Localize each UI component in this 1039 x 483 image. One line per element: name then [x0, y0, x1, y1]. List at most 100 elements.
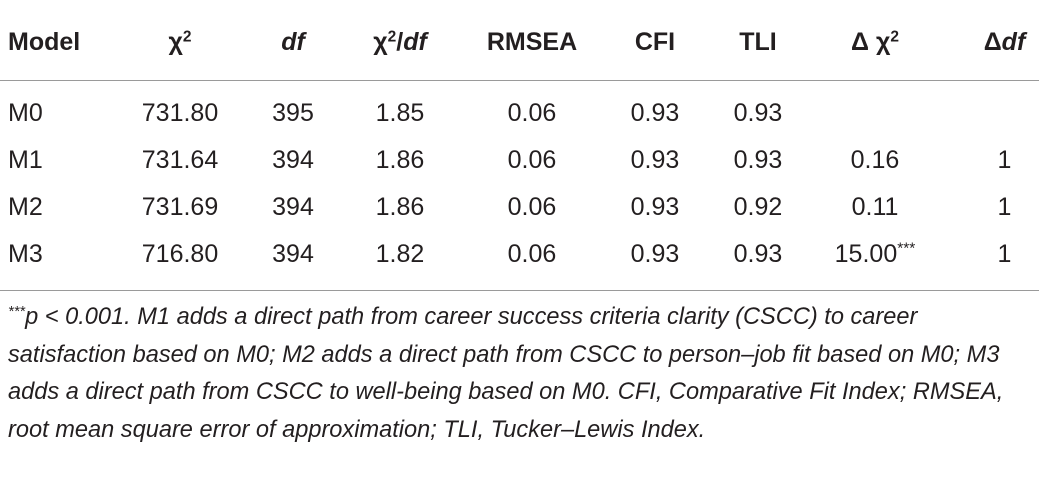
superscript: 2 — [182, 28, 192, 46]
cell-value: 1 — [997, 193, 1012, 221]
table-row: M0 731.80 395 1.85 0.06 0.93 0.93 — [0, 81, 1039, 129]
table-cell: 0.93 — [610, 128, 700, 175]
table-cell: 0.93 — [700, 222, 816, 291]
column-header: Δdf — [934, 0, 1039, 81]
cell-value: 731.80 — [141, 99, 219, 127]
cell-value: 394 — [272, 193, 314, 221]
results-table: Model χ2 df χ2/df RMSEA CFI TLI Δ χ2 Δdf M0 731.8… — [0, 0, 1039, 291]
superscript: 2 — [387, 28, 397, 46]
cell-value: 0.06 — [507, 193, 557, 221]
row-label: M3 — [0, 222, 120, 291]
cell-value: 0.06 — [507, 240, 557, 268]
cell-value: 0.93 — [733, 240, 783, 268]
cell-value: M2 — [8, 193, 43, 221]
table-cell: 1.86 — [346, 175, 454, 222]
table-cell: 731.64 — [120, 128, 240, 175]
column-header: χ2/df — [346, 0, 454, 81]
superscript: 2 — [890, 28, 899, 46]
cell-value: 731.69 — [141, 193, 219, 221]
text-segment: p < 0.001. M1 adds a direct path from ca… — [8, 304, 1004, 443]
cell-value: 0.11 — [851, 193, 899, 221]
text-segment: χ — [168, 28, 183, 56]
table-cell: 394 — [240, 128, 346, 175]
table-cell: 15.00*** — [816, 222, 934, 291]
table-cell: 731.80 — [120, 81, 240, 129]
significance-marker: *** — [897, 240, 916, 258]
cell-value: 0.92 — [733, 193, 783, 221]
cell-value: 1 — [997, 240, 1012, 268]
column-header: Δ χ2 — [816, 0, 934, 81]
text-segment: CFI — [634, 28, 676, 56]
cell-value: 395 — [272, 99, 314, 127]
table-cell: 716.80 — [120, 222, 240, 291]
row-label: M1 — [0, 128, 120, 175]
table-cell: 0.93 — [610, 222, 700, 291]
row-label: M0 — [0, 81, 120, 129]
cell-value: M0 — [8, 99, 43, 127]
column-header: Model — [0, 0, 120, 81]
header-row: Model χ2 df χ2/df RMSEA CFI TLI Δ χ2 Δdf — [0, 0, 1039, 81]
table-cell: 731.69 — [120, 175, 240, 222]
table-cell: 0.93 — [700, 81, 816, 129]
cell-value: M1 — [8, 146, 43, 174]
cell-value: 1.86 — [375, 193, 425, 221]
table-row: M1 731.64 394 1.86 0.06 0.93 0.93 0.16 1 — [0, 128, 1039, 175]
table-cell: 0.93 — [610, 81, 700, 129]
cell-value: 394 — [272, 146, 314, 174]
cell-value: 1.86 — [375, 146, 425, 174]
column-header: TLI — [700, 0, 816, 81]
table-cell: 394 — [240, 175, 346, 222]
text-segment: / — [396, 28, 404, 56]
table-cell: 1.85 — [346, 81, 454, 129]
text-segment: Δ — [983, 28, 1002, 56]
cell-value: 0.93 — [630, 146, 680, 174]
table-cell: 394 — [240, 222, 346, 291]
text-segment: df — [403, 28, 427, 56]
cell-value: 394 — [272, 240, 314, 268]
cell-value: 15.00 — [834, 240, 898, 268]
cell-value: M3 — [8, 240, 43, 268]
cell-value: 1.82 — [375, 240, 425, 268]
column-header: df — [240, 0, 346, 81]
cell-value: 731.64 — [141, 146, 219, 174]
table-cell: 1.82 — [346, 222, 454, 291]
text-segment: df — [1001, 28, 1026, 56]
text-segment: Model — [8, 28, 81, 56]
table-cell — [934, 81, 1039, 129]
cell-value: 0.06 — [507, 146, 557, 174]
table-cell: 0.06 — [454, 175, 610, 222]
cell-value: 0.93 — [733, 146, 783, 174]
column-header: χ2 — [120, 0, 240, 81]
table-cell: 1.86 — [346, 128, 454, 175]
cell-value: 0.93 — [630, 193, 680, 221]
text-segment: Δ χ — [851, 28, 891, 56]
cell-value: 0.93 — [630, 240, 680, 268]
table-cell: 0.11 — [816, 175, 934, 222]
table-cell — [816, 81, 934, 129]
column-header: RMSEA — [454, 0, 610, 81]
text-segment: df — [281, 28, 305, 56]
table-row: M3 716.80 394 1.82 0.06 0.93 0.93 15.00*** 1 — [0, 222, 1039, 291]
table-body: M0 731.80 395 1.85 0.06 0.93 0.93 M1 731.64 394 1.… — [0, 81, 1039, 291]
row-label: M2 — [0, 175, 120, 222]
cell-value: 1 — [997, 146, 1012, 174]
table-cell: 0.92 — [700, 175, 816, 222]
table-cell: 1 — [934, 175, 1039, 222]
text-segment: χ — [373, 28, 388, 56]
cell-value: 1.85 — [375, 99, 425, 127]
table-cell: 0.06 — [454, 128, 610, 175]
table-cell: 0.93 — [700, 128, 816, 175]
cell-value: 0.93 — [733, 99, 783, 127]
table-row: M2 731.69 394 1.86 0.06 0.93 0.92 0.11 1 — [0, 175, 1039, 222]
superscript: *** — [8, 303, 26, 320]
table-cell: 0.93 — [610, 175, 700, 222]
table-cell: 1 — [934, 222, 1039, 291]
text-segment: RMSEA — [486, 28, 578, 56]
table-cell: 395 — [240, 81, 346, 129]
cell-value: 0.16 — [850, 146, 900, 174]
cell-value: 0.06 — [507, 99, 557, 127]
cell-value: 716.80 — [141, 240, 219, 268]
cell-value: 0.93 — [630, 99, 680, 127]
table-cell: 0.16 — [816, 128, 934, 175]
